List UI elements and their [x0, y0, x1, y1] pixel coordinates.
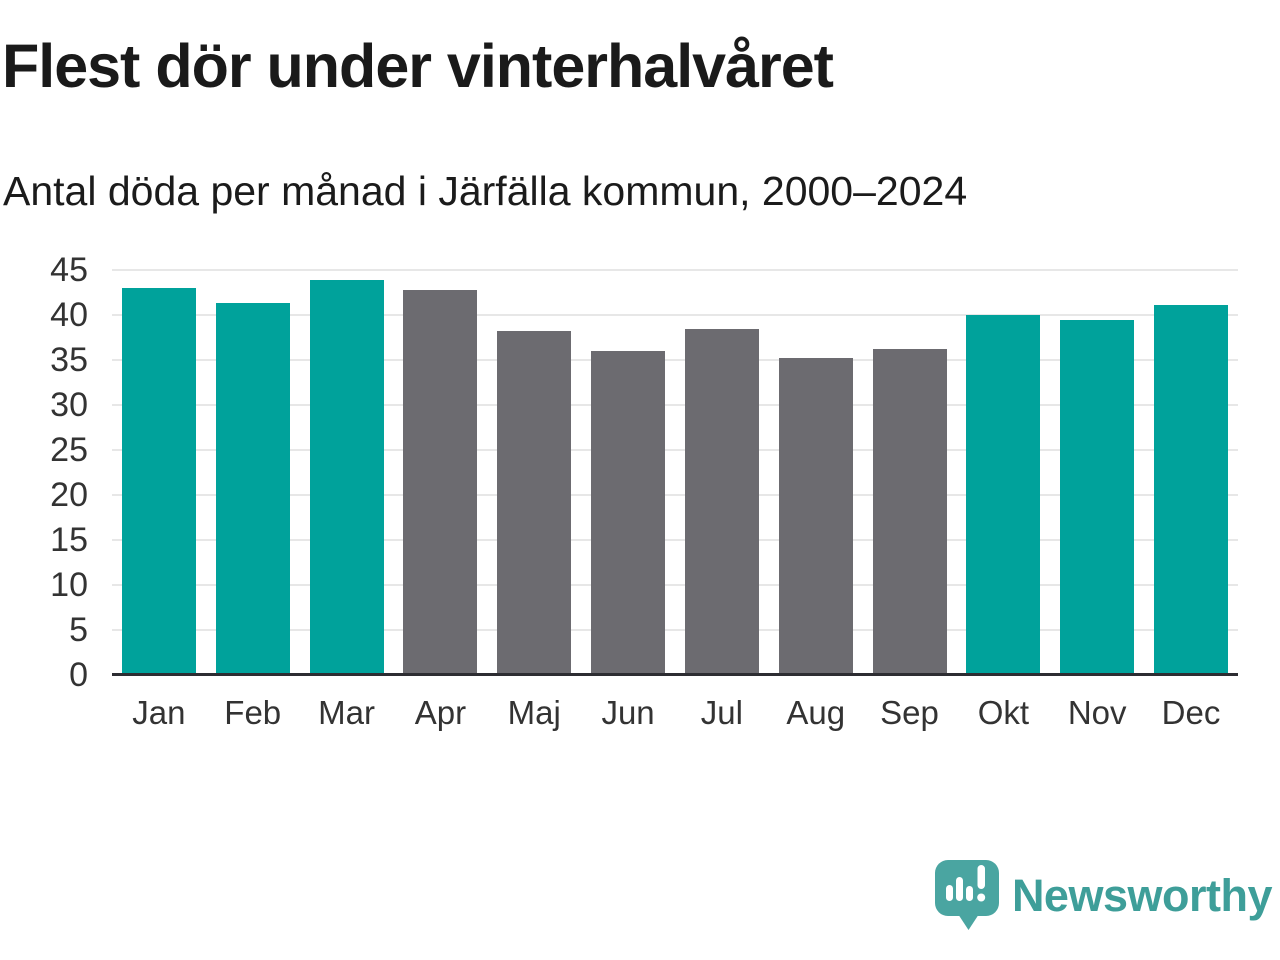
- bar-feb: [215, 303, 290, 675]
- bar-apr: [403, 289, 478, 675]
- bar-slot-aug: [769, 358, 863, 675]
- bar-slot-apr: [393, 289, 487, 675]
- bar-okt: [966, 315, 1041, 675]
- bar-sep: [872, 349, 947, 675]
- y-tick-label-5: 5: [69, 611, 88, 649]
- gridline-35: [112, 359, 1238, 361]
- x-axis-labels: Jan Feb Mar Apr Maj Jun Jul Aug Sep Okt Nov Dec: [112, 694, 1238, 732]
- gridline-5: [112, 629, 1238, 631]
- bar-dec: [1154, 305, 1229, 675]
- bars-container: [112, 270, 1238, 675]
- bar-slot-dec: [1144, 305, 1238, 675]
- x-tick-label-apr: Apr: [414, 694, 467, 731]
- bar-slot-okt: [956, 315, 1050, 675]
- gridline-45: [112, 269, 1238, 271]
- bar-slot-jul: [675, 328, 769, 675]
- x-tick-label-maj: Maj: [507, 694, 561, 731]
- bar-slot-jan: [112, 288, 206, 675]
- x-tick-label-sep: Sep: [880, 694, 939, 731]
- x-tick-label-feb: Feb: [224, 694, 282, 731]
- x-tick-label-okt: Okt: [977, 694, 1030, 731]
- y-tick-label-0: 0: [69, 656, 88, 694]
- bar-slot-jun: [581, 351, 675, 675]
- bar-slot-nov: [1050, 319, 1144, 675]
- newsworthy-wordmark: Newsworthy: [1011, 870, 1273, 921]
- chart-subtitle: Antal döda per månad i Järfälla kommun, …: [3, 168, 968, 214]
- newsworthy-logo: Newsworthy: [934, 860, 1273, 932]
- x-tick-label-mar: Mar: [318, 694, 375, 731]
- x-tick-label-nov: Nov: [1067, 694, 1127, 731]
- x-tick-label-jul: Jul: [700, 694, 743, 731]
- gridline-25: [112, 449, 1238, 451]
- y-tick-label-45: 45: [50, 251, 88, 289]
- x-tick-label-jun: Jun: [601, 694, 655, 731]
- y-tick-label-20: 20: [50, 476, 88, 514]
- bar-jun: [591, 351, 666, 675]
- gridline-15: [112, 539, 1238, 541]
- x-tick-label-jan: Jan: [132, 694, 186, 731]
- bar-aug: [778, 358, 853, 675]
- bar-jul: [684, 328, 759, 675]
- newsworthy-pin-icon: [934, 860, 999, 930]
- bar-slot-mar: [300, 279, 394, 675]
- x-axis-line: [112, 673, 1238, 676]
- bar-jan: [121, 288, 196, 675]
- bar-slot-feb: [206, 303, 300, 675]
- y-tick-label-25: 25: [50, 431, 88, 469]
- gridline-30: [112, 404, 1238, 406]
- x-tick-label-dec: Dec: [1161, 694, 1221, 731]
- y-tick-label-15: 15: [50, 521, 88, 559]
- bar-slot-maj: [487, 331, 581, 675]
- x-tick-label-aug: Aug: [786, 694, 846, 731]
- bar-nov: [1060, 319, 1135, 675]
- bar-mar: [309, 279, 384, 675]
- y-tick-label-30: 30: [50, 386, 88, 424]
- y-tick-label-40: 40: [50, 296, 88, 334]
- y-tick-label-35: 35: [50, 341, 88, 379]
- bar-maj: [497, 331, 572, 675]
- y-axis-labels: 0 5 10 15 20 25 30 35 40 45: [0, 251, 98, 694]
- y-tick-label-10: 10: [50, 566, 88, 604]
- bar-chart-plot: [112, 269, 1238, 676]
- bar-slot-sep: [863, 349, 957, 675]
- gridline-10: [112, 584, 1238, 586]
- gridline-20: [112, 494, 1238, 496]
- gridline-40: [112, 314, 1238, 316]
- chart-title: Flest dör under vinterhalvåret: [2, 32, 834, 100]
